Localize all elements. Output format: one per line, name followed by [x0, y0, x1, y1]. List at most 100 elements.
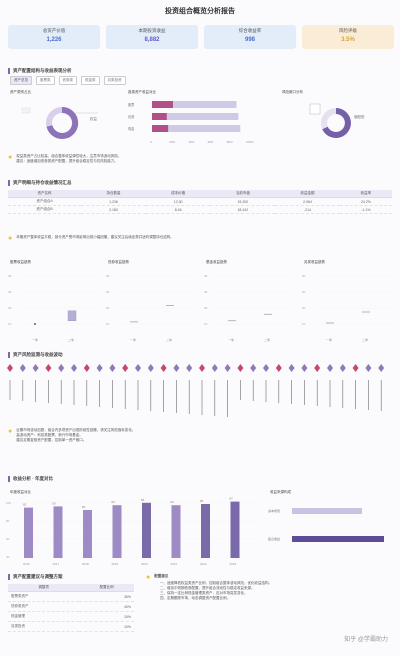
- risk-marker: [109, 364, 116, 372]
- section3-title-text: 资产风险监测与收益波动: [13, 352, 63, 357]
- advice-panel: ● 配置建议 一、适度降低权益类资产比例，控制组合整体波动风险，优化收益结构。 …: [146, 574, 392, 601]
- hbar: [292, 536, 384, 542]
- table-cell: -1.1%: [339, 205, 392, 214]
- risk-marker: [186, 364, 193, 372]
- table-header-cell: 当前市值: [210, 190, 276, 198]
- annual-bar: [24, 507, 33, 558]
- risk-marker: [250, 364, 257, 372]
- donut-left-title: 资产类别占比: [10, 90, 31, 94]
- risk-marker: [7, 364, 13, 372]
- section1-tips: ● 权益类资产占比较高，组合整体收益弹性较大，注意市场波动风险。 建议：适度增加…: [8, 154, 392, 164]
- bar-return: [152, 101, 173, 108]
- table-row: 另类投资 10%: [8, 621, 134, 632]
- bar-tick-label: 40%: [188, 140, 194, 144]
- section3-tips: ● 近期市场波动加剧，组合内多项资产出现阶段性回撤，请关注风险指标变化。 高波动…: [8, 428, 392, 443]
- risk-marker: [378, 364, 385, 372]
- bar-value-label: 85: [200, 499, 204, 503]
- table-header-cell: 收益金额: [275, 190, 340, 198]
- lightbulb-icon: ●: [146, 574, 151, 581]
- table-cell: 资产组合A: [8, 197, 82, 206]
- tip-line: 近期市场波动加剧，组合内多项资产出现阶段性回撤，请关注风险指标变化。: [16, 428, 136, 432]
- lightbulb-icon: ●: [8, 428, 13, 435]
- kpi-card: 总资产价值 1,226: [8, 25, 100, 49]
- advice-title: 配置建议: [154, 574, 169, 578]
- y-tick-label: 80: [6, 519, 10, 523]
- table-cell: 8.46: [145, 205, 211, 214]
- bar-tick-label: 20%: [169, 140, 175, 144]
- mini-chart: 40 30 20 10 一季 二季: [302, 274, 390, 342]
- risk-marker: [365, 364, 372, 372]
- table-header-row: 资产名称 持仓数量 成本价格 当前市值 收益金额 收益率: [8, 190, 392, 198]
- y-tick-label: 10: [8, 322, 12, 326]
- risk-marker: [173, 364, 180, 372]
- lightbulb-icon: ●: [8, 154, 13, 161]
- table-row: 资产组合B 2,180 8.46 18,442 -214 -1.1%: [8, 205, 392, 214]
- table-cell: 15,200: [210, 197, 276, 206]
- bar-tick-label: 80%: [227, 140, 233, 144]
- x-tick-label: 2018: [82, 562, 89, 566]
- section-marker: [8, 352, 10, 358]
- advice-line: 二、增加中短期债券配置，提升组合流动性与稳定收益来源。: [160, 586, 255, 590]
- lightbulb-icon: ●: [8, 235, 13, 242]
- y-tick-label: 30: [8, 290, 12, 294]
- table-cell: 12.30: [145, 197, 211, 206]
- tab-overview[interactable]: 资产总览: [10, 76, 32, 85]
- section-marker: [8, 574, 10, 580]
- risk-marker: [45, 364, 52, 372]
- x-tick-label: 一季: [130, 337, 136, 342]
- section-marker: [8, 68, 10, 74]
- table-header-cell: 调整项: [8, 584, 80, 592]
- mini-chart-title: 债券收益趋势: [108, 260, 129, 264]
- risk-marker: [135, 364, 141, 372]
- table-cell: 资产组合B: [8, 205, 82, 214]
- y-tick-label: 30: [204, 290, 208, 294]
- risk-marker: [71, 364, 77, 372]
- bar-category-label: 债券: [128, 114, 135, 119]
- y-tick-label: 30: [106, 290, 110, 294]
- allocation-table: 调整项 配置比例 股票类资产 35% 债券类资产 40% 现金管理 15% 另类投资 10%: [8, 584, 134, 632]
- tab-stock[interactable]: 股票类: [36, 76, 55, 85]
- risk-marker-strip: [7, 364, 385, 417]
- risk-marker: [96, 364, 103, 372]
- table-header-cell: 资产名称: [8, 190, 82, 198]
- risk-marker: [352, 364, 359, 372]
- section-marker: [8, 476, 10, 482]
- annual-return-bar-chart: 100 80 60 40 82 2016 83 2017 80 2018 84 2019 86 2020 8…: [6, 497, 256, 566]
- section5-title: 资产配置建议与调整方案: [8, 574, 63, 580]
- table-cell: 2,180: [81, 205, 146, 214]
- risk-marker: [160, 364, 167, 372]
- bar-target: [152, 101, 237, 108]
- table-cell: 35%: [79, 591, 134, 602]
- bar-category-label: 股票: [128, 102, 135, 107]
- table-row: 股票类资产 35%: [8, 591, 134, 602]
- y-tick-label: 20: [8, 306, 12, 310]
- risk-marker: [224, 364, 231, 372]
- risk-marker: [263, 364, 269, 372]
- section2-title-text: 资产明细与持仓收益情况汇总: [13, 180, 72, 185]
- bar-target: [152, 125, 241, 132]
- table-cell: 15%: [79, 611, 134, 622]
- x-tick-label: 2017: [53, 562, 60, 566]
- x-tick-label: 二季: [68, 337, 74, 342]
- annual-bar: [171, 505, 181, 558]
- bars-title: 各类资产收益对比: [128, 90, 156, 94]
- x-tick-label: 一季: [32, 337, 38, 342]
- donut-left-slice: [46, 106, 79, 139]
- mini-chart: 40 30 20 10 一季 二季: [106, 274, 194, 342]
- legend-box: [309, 103, 321, 115]
- annual-bar: [230, 501, 240, 558]
- y-tick-label: 10: [106, 322, 110, 326]
- risk-marker: [327, 364, 333, 372]
- section2-title: 资产明细与持仓收益情况汇总: [8, 180, 72, 186]
- tab-alternative[interactable]: 另类投资: [103, 76, 126, 85]
- tab-cash[interactable]: 现金类: [81, 76, 100, 85]
- table-header-cell: 成本价格: [145, 190, 211, 198]
- annual-bar: [112, 505, 122, 558]
- hbar: [292, 508, 362, 514]
- donut-left-label: 权益: [90, 116, 97, 121]
- mini-chart: 40 30 20 10 一季 二季: [204, 274, 292, 342]
- bar-value-label: 80: [82, 505, 86, 509]
- tab-bond[interactable]: 债券类: [58, 76, 77, 85]
- risk-marker: [211, 364, 218, 372]
- holdings-table: 资产名称 持仓数量 成本价格 当前市值 收益金额 收益率 资产组合A 1,236 12.30 1…: [8, 190, 392, 214]
